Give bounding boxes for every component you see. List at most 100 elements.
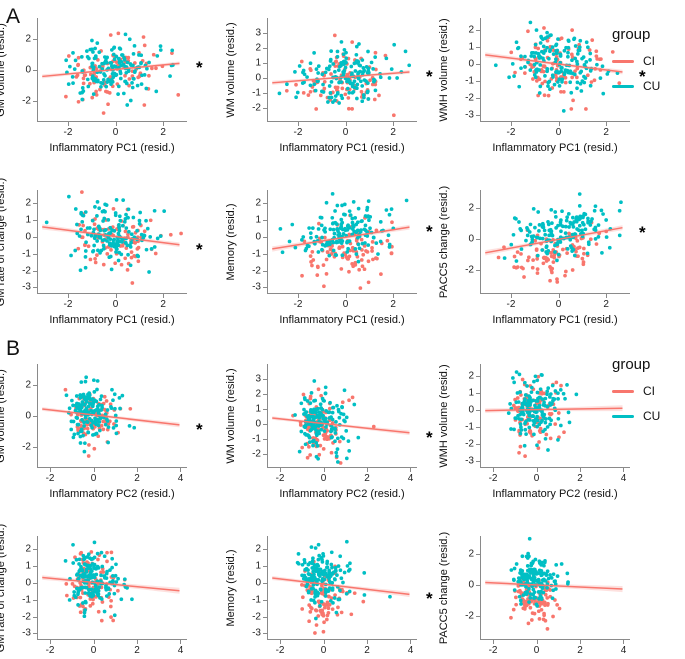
x-tick <box>115 122 117 126</box>
data-point <box>107 243 112 247</box>
data-point <box>511 232 516 237</box>
data-point <box>519 428 524 432</box>
data-point <box>99 579 103 583</box>
data-point <box>67 406 72 411</box>
data-point <box>300 445 305 450</box>
data-point <box>579 89 584 93</box>
data-point <box>551 52 556 57</box>
data-point <box>331 240 336 245</box>
data-point <box>316 557 321 562</box>
legend-item-cu[interactable]: CU <box>612 77 660 95</box>
data-point <box>81 575 86 579</box>
data-point <box>543 74 547 78</box>
data-point <box>83 379 88 384</box>
data-point <box>107 255 112 260</box>
data-point <box>110 387 114 392</box>
data-point <box>539 35 544 40</box>
data-point <box>117 46 122 51</box>
data-point <box>79 210 84 215</box>
data-point <box>83 243 87 248</box>
data-point <box>336 605 340 610</box>
data-point <box>358 229 363 234</box>
data-point <box>523 54 527 59</box>
data-point <box>554 43 558 48</box>
data-point <box>514 416 518 421</box>
data-point <box>514 562 519 566</box>
data-point <box>333 439 337 444</box>
data-point <box>293 413 297 417</box>
data-point <box>329 95 334 100</box>
data-point <box>308 453 313 457</box>
data-point <box>599 208 604 213</box>
data-point <box>125 586 129 590</box>
data-point <box>545 392 549 397</box>
legend-item-ci-b[interactable]: CI <box>612 382 660 400</box>
y-tick <box>476 269 480 271</box>
data-point <box>308 396 313 401</box>
data-point <box>303 567 307 572</box>
data-point <box>297 449 302 454</box>
data-point <box>94 93 99 97</box>
significance-marker: * <box>426 66 433 86</box>
data-point <box>125 60 130 65</box>
data-point <box>316 227 321 231</box>
data-point <box>532 379 536 384</box>
y-tick <box>263 287 267 289</box>
data-point <box>108 33 113 37</box>
legend-item-cu-b[interactable]: CU <box>612 407 660 425</box>
data-point <box>79 380 84 384</box>
y-axis-line <box>480 190 481 294</box>
data-point <box>529 234 534 239</box>
data-point <box>74 75 79 79</box>
data-point <box>83 249 88 253</box>
data-point <box>70 75 75 79</box>
data-point <box>300 273 304 278</box>
data-point <box>535 418 540 423</box>
x-tick-label: 4 <box>620 473 627 484</box>
data-point <box>534 79 539 83</box>
data-point <box>577 48 582 53</box>
data-point <box>337 597 342 602</box>
data-point <box>550 45 555 49</box>
data-point <box>333 69 337 74</box>
data-point <box>316 387 321 392</box>
data-point <box>71 561 76 565</box>
data-point <box>141 35 146 39</box>
significance-marker: * <box>196 419 203 439</box>
y-tick-label: 2 <box>255 42 261 54</box>
data-point <box>588 223 593 227</box>
data-point <box>108 225 113 230</box>
data-point <box>75 222 79 227</box>
data-point <box>523 575 527 580</box>
data-point <box>541 44 546 49</box>
y-tick <box>33 582 37 584</box>
legend-swatch-ci <box>612 59 634 63</box>
data-point <box>581 55 586 59</box>
data-point <box>316 542 321 547</box>
data-point <box>519 602 523 606</box>
data-point <box>566 212 571 216</box>
data-point <box>553 243 557 248</box>
y-axis-label: Memory (resid.) <box>225 203 237 281</box>
data-point <box>551 260 556 264</box>
data-point <box>535 67 539 72</box>
data-point <box>95 564 100 569</box>
data-point <box>328 91 333 95</box>
data-point <box>80 219 85 224</box>
panel-label-b: B <box>6 337 21 360</box>
data-point <box>357 246 362 251</box>
data-point <box>536 210 541 214</box>
data-point <box>307 619 311 624</box>
data-point <box>378 220 383 224</box>
data-point <box>347 589 352 594</box>
point-series-cu <box>277 40 412 105</box>
legend-item-ci[interactable]: CI <box>612 52 660 70</box>
x-tick <box>606 294 608 298</box>
data-point <box>129 255 134 260</box>
data-point <box>315 430 320 435</box>
y-tick <box>33 416 37 417</box>
data-point <box>584 107 588 111</box>
data-point <box>296 552 301 556</box>
data-point <box>310 559 315 563</box>
data-point <box>109 82 113 86</box>
